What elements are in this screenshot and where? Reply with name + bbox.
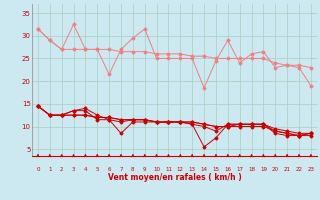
X-axis label: Vent moyen/en rafales ( km/h ): Vent moyen/en rafales ( km/h ): [108, 174, 241, 182]
